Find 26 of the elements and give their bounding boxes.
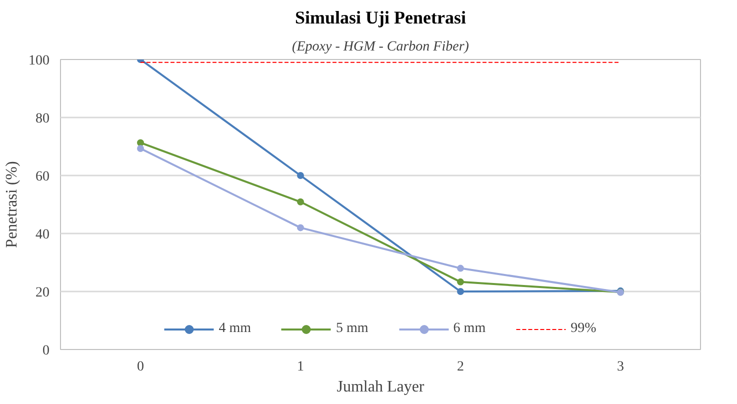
x-tick-label: 1 xyxy=(297,360,304,374)
point xyxy=(297,224,304,232)
x-tick-label: 3 xyxy=(617,360,624,374)
y-tick-label: 40 xyxy=(36,228,50,242)
point xyxy=(457,264,464,272)
y-tick-label: 80 xyxy=(36,112,50,126)
legend-label: 99% xyxy=(570,321,596,337)
point xyxy=(457,278,464,286)
point xyxy=(137,139,144,146)
legend-label: 4 mm xyxy=(218,321,252,337)
x-tick-label: 0 xyxy=(137,360,144,374)
legend-label: 5 mm xyxy=(336,321,368,337)
legend-label: 6 mm xyxy=(453,321,486,337)
x-tick-label: 2 xyxy=(457,360,464,374)
x-axis-title: Jumlah Layer xyxy=(336,378,425,396)
chart-title: Simulasi Uji Penetrasi xyxy=(295,8,466,28)
chart-subtitle: (Epoxy - HGM - Carbon Fiber) xyxy=(292,40,470,54)
y-tick-label: 20 xyxy=(36,286,50,300)
point xyxy=(297,198,304,206)
point xyxy=(137,145,144,152)
y-tick-label: 0 xyxy=(42,344,50,358)
y-tick-label: 60 xyxy=(36,170,50,184)
y-axis-title: Penetrasi (%) xyxy=(4,161,20,248)
point xyxy=(457,288,464,295)
y-tick-label: 100 xyxy=(28,54,50,68)
point xyxy=(297,172,304,179)
